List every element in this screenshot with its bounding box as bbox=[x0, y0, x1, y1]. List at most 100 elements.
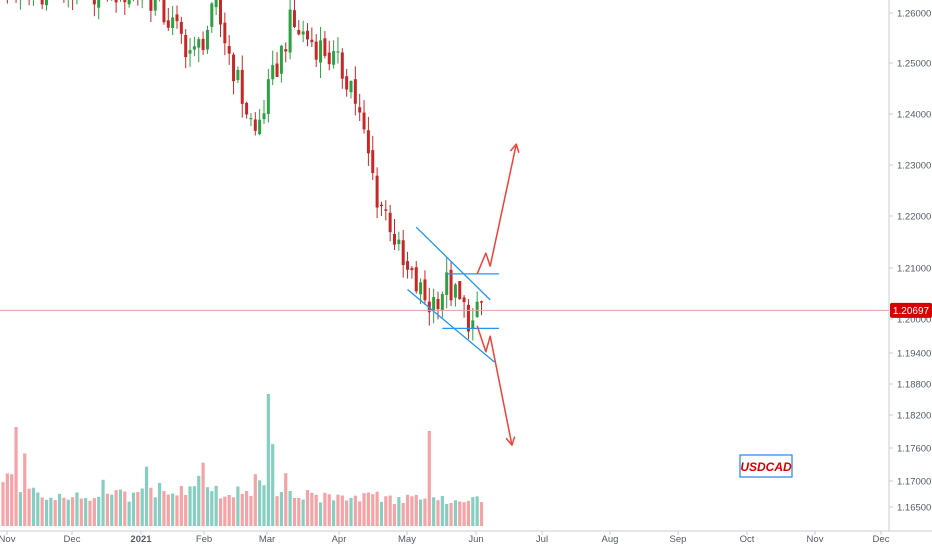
candle-body bbox=[266, 79, 270, 114]
pattern-channel-upper-line bbox=[415, 226, 491, 301]
candle bbox=[275, 52, 279, 78]
price-tick-label: 1.17600 bbox=[897, 444, 931, 455]
candle bbox=[192, 36, 196, 57]
candle-body bbox=[393, 234, 396, 245]
candle bbox=[397, 231, 401, 251]
volume-bar bbox=[227, 494, 231, 526]
volume-bar bbox=[240, 493, 244, 526]
volume-bar bbox=[340, 495, 344, 526]
time-tick-label[interactable]: Nov bbox=[807, 534, 824, 545]
volume-bar bbox=[292, 498, 297, 526]
candle-body bbox=[240, 69, 244, 104]
volume-bar bbox=[449, 502, 453, 526]
candle-body bbox=[432, 297, 436, 312]
candle-body bbox=[327, 52, 331, 65]
candle-body bbox=[436, 298, 440, 310]
candle-body bbox=[249, 118, 253, 120]
candle-body bbox=[227, 46, 231, 54]
volume-bar bbox=[271, 444, 275, 526]
candle-body bbox=[45, 0, 48, 6]
wedge-pattern bbox=[407, 226, 499, 363]
time-tick-label[interactable]: Feb bbox=[196, 534, 212, 545]
candle bbox=[388, 204, 392, 242]
candle bbox=[223, 12, 227, 56]
volume-bar bbox=[475, 496, 479, 526]
candle-body bbox=[314, 41, 318, 60]
volume-bar bbox=[92, 498, 96, 526]
volume-bar bbox=[97, 496, 101, 526]
candle-body bbox=[40, 0, 44, 5]
candle-body bbox=[201, 38, 205, 51]
time-tick-label[interactable]: May bbox=[398, 534, 416, 545]
volume-bar bbox=[414, 494, 418, 526]
volume-bar bbox=[345, 500, 349, 526]
candle-body bbox=[184, 35, 188, 58]
candle-body bbox=[340, 52, 344, 79]
candle bbox=[349, 80, 353, 99]
candle-body bbox=[284, 49, 288, 52]
volume-bar bbox=[297, 497, 301, 526]
volume-bar bbox=[440, 496, 444, 526]
candle-body bbox=[192, 46, 196, 50]
candle bbox=[266, 69, 270, 123]
candle bbox=[462, 295, 466, 318]
time-tick-label[interactable]: 2021 bbox=[130, 534, 152, 545]
candle-body bbox=[462, 297, 466, 303]
candle-body bbox=[345, 76, 349, 90]
volume-bar bbox=[218, 498, 223, 526]
candle bbox=[40, 0, 44, 10]
candle-body bbox=[236, 69, 240, 81]
price-scale-labels: 1.26000 1.25000 1.24000 1.23000 1.22000 1.210… bbox=[889, 9, 931, 514]
candle bbox=[111, 0, 113, 1]
candle-body bbox=[375, 175, 379, 208]
candle bbox=[475, 291, 479, 319]
time-tick-label[interactable]: Apr bbox=[332, 534, 347, 545]
time-tick-label[interactable]: Jul bbox=[536, 534, 548, 545]
candle-body bbox=[371, 150, 375, 174]
scenario-up-arrow-path bbox=[476, 143, 518, 275]
candle bbox=[258, 109, 262, 136]
time-tick-label[interactable]: Jun bbox=[468, 534, 483, 545]
volume-bar bbox=[318, 502, 323, 526]
price-tick-label: 1.26000 bbox=[897, 9, 931, 20]
candle bbox=[210, 1, 214, 33]
time-scale-labels[interactable]: Nov Dec 2021 Feb Mar Apr May Jun Jul Aug Sep Oct Nov… bbox=[0, 531, 890, 545]
time-tick-label[interactable]: Dec bbox=[873, 534, 890, 545]
time-tick-label[interactable]: Dec bbox=[64, 534, 81, 545]
volume-bar bbox=[71, 497, 75, 526]
time-tick-label[interactable]: Sep bbox=[670, 534, 687, 545]
volume-bar bbox=[379, 501, 384, 526]
volume-bar bbox=[245, 490, 249, 526]
symbol-label: USDCAD bbox=[740, 460, 792, 474]
volume-bar bbox=[162, 491, 166, 526]
volume-bar bbox=[140, 488, 144, 526]
candle bbox=[292, 0, 296, 29]
time-tick-label[interactable]: Oct bbox=[740, 534, 755, 545]
time-tick-label[interactable]: Mar bbox=[259, 534, 275, 545]
volume-bar bbox=[453, 500, 457, 526]
volume-bar bbox=[201, 462, 205, 526]
volume-bar bbox=[27, 488, 31, 526]
candle bbox=[227, 35, 231, 65]
time-tick-label[interactable]: Nov bbox=[0, 534, 16, 545]
candle bbox=[323, 31, 327, 59]
volume-bar bbox=[192, 486, 196, 526]
candle-body bbox=[123, 0, 127, 3]
candle bbox=[72, 0, 74, 11]
volume-bar bbox=[153, 497, 157, 526]
candle-body bbox=[379, 204, 383, 206]
candle-body bbox=[297, 29, 301, 35]
price-scale-background[interactable] bbox=[889, 0, 932, 550]
candle bbox=[471, 308, 475, 341]
volume-bar bbox=[184, 495, 188, 526]
volume-bar bbox=[462, 502, 466, 526]
volume-bar bbox=[158, 482, 162, 526]
time-tick-label[interactable]: Aug bbox=[602, 534, 619, 545]
volume-bar bbox=[349, 497, 353, 526]
volume-bar bbox=[366, 492, 370, 526]
volume-bar bbox=[305, 490, 310, 526]
volume-bar bbox=[327, 494, 331, 526]
candle-body bbox=[306, 30, 309, 40]
candle bbox=[353, 66, 357, 116]
volume-bar bbox=[127, 501, 131, 526]
